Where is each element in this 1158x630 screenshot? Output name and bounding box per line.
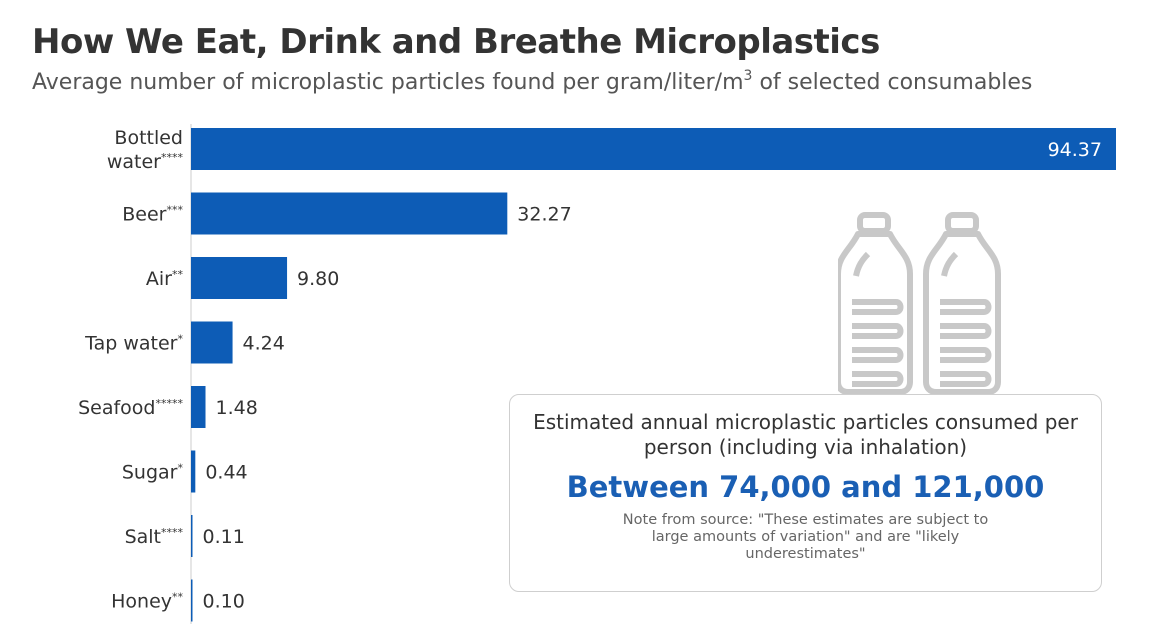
data-label: 0.44 (205, 462, 247, 484)
bar (191, 192, 508, 235)
bar (191, 386, 206, 428)
bar (191, 128, 1116, 170)
subtitle-text: Average number of microplastic particles… (32, 70, 744, 95)
bar (191, 515, 193, 557)
bar (191, 257, 288, 299)
category-label: water**** (107, 151, 184, 173)
data-label: 32.27 (517, 204, 571, 226)
subtitle-text-end: of selected consumables (752, 70, 1033, 95)
chart-subtitle: Average number of microplastic particles… (32, 68, 1033, 95)
bar (191, 579, 193, 622)
data-label: 9.80 (297, 268, 339, 290)
annual-estimate-callout: Estimated annual microplastic particles … (509, 394, 1102, 592)
category-label: Air** (146, 268, 184, 290)
water-bottle-icon (923, 212, 1001, 395)
data-label: 0.11 (203, 526, 245, 548)
bar (191, 450, 196, 493)
bottles-illustration (838, 212, 1001, 395)
callout-figure: Between 74,000 and 121,000 (566, 470, 1045, 504)
data-label: 1.48 (216, 397, 258, 419)
callout-heading: Estimated annual microplastic particles … (533, 410, 1078, 459)
category-label: Sugar* (122, 462, 184, 484)
callout-note: Note from source: "These estimates are s… (622, 512, 989, 562)
category-label: Beer*** (122, 204, 183, 226)
category-label: Bottled (114, 127, 183, 149)
data-label: 94.37 (1048, 139, 1102, 161)
subtitle-superscript: 3 (743, 68, 753, 84)
category-label: Seafood***** (78, 397, 183, 419)
bar (191, 321, 233, 364)
chart-title: How We Eat, Drink and Breathe Microplast… (32, 22, 880, 62)
data-label: 0.10 (203, 591, 245, 613)
category-label: Tap water* (84, 333, 183, 355)
category-label: Honey** (111, 591, 183, 613)
category-label: Salt**** (125, 526, 184, 548)
data-label: 4.24 (243, 333, 285, 355)
water-bottle-icon (838, 212, 913, 395)
